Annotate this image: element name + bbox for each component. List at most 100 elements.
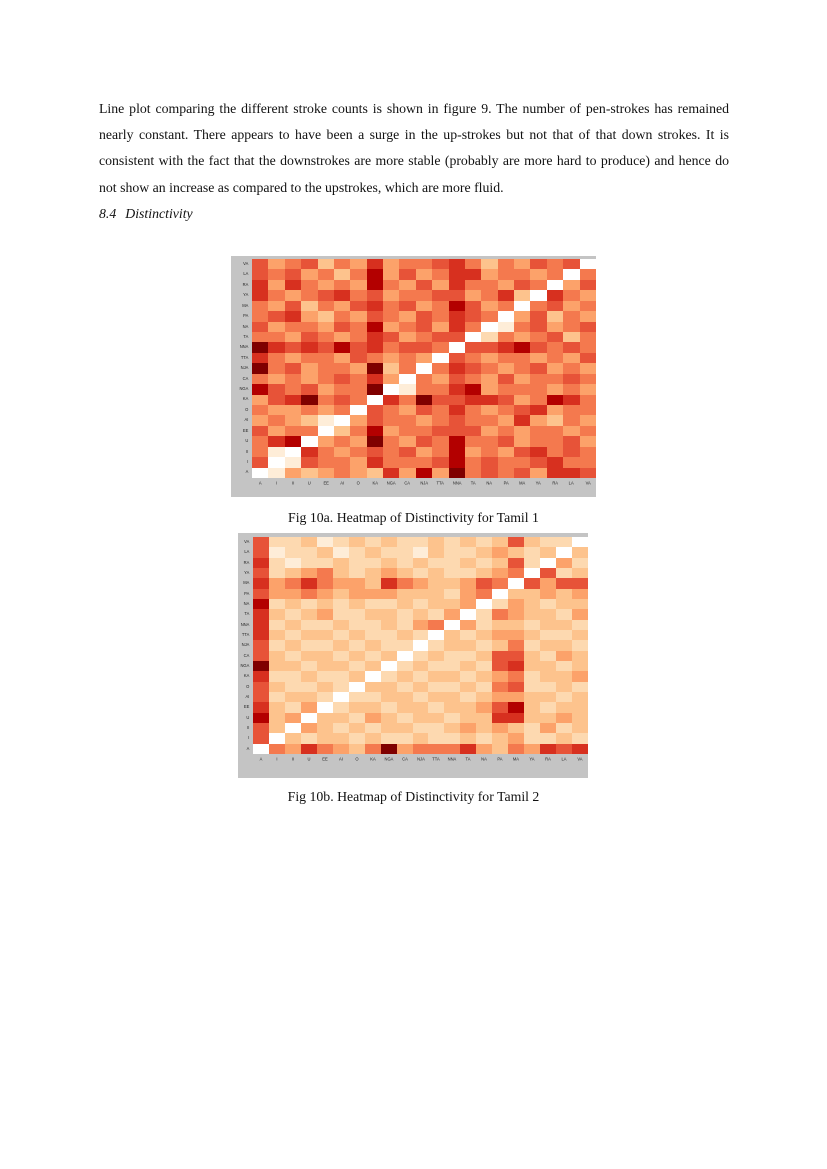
heatmap-cell	[572, 537, 588, 548]
x-tick-label: LA	[568, 481, 574, 487]
heatmap-cell	[556, 598, 573, 610]
heatmap-cell	[332, 660, 349, 672]
heatmap-cell	[481, 446, 498, 458]
x-tick-label: NJA	[420, 481, 428, 487]
body-paragraph: Line plot comparing the different stroke…	[99, 101, 729, 195]
heatmap-cell	[563, 332, 580, 343]
heatmap-cell	[556, 733, 573, 744]
heatmap-cell	[317, 279, 334, 291]
heatmap-cell	[481, 311, 498, 322]
heatmap-cell	[540, 743, 557, 754]
heatmap-cell	[448, 394, 465, 405]
heatmap-cell	[514, 457, 531, 468]
heatmap-cell	[412, 733, 429, 744]
heatmap-cell	[563, 457, 580, 468]
heatmap-cell	[572, 702, 588, 713]
heatmap-cell	[350, 300, 367, 312]
heatmap-cell	[579, 300, 596, 312]
heatmap-cell	[364, 681, 381, 692]
heatmap-cell	[317, 290, 334, 301]
heatmap-cell	[444, 640, 461, 651]
heatmap-cell	[476, 598, 493, 610]
heatmap-cell	[396, 567, 413, 579]
heatmap-cell	[252, 467, 269, 478]
heatmap-cell	[481, 269, 498, 280]
heatmap-cell	[524, 660, 541, 672]
heatmap-cell	[508, 557, 525, 568]
heatmap-cell	[579, 321, 596, 332]
y-tick-label: EE	[243, 704, 250, 710]
x-tick-label: MA	[513, 757, 520, 763]
heatmap-cell	[317, 373, 334, 385]
heatmap-cell	[366, 436, 384, 447]
heatmap-cell	[476, 691, 493, 703]
heatmap-cell	[508, 702, 525, 713]
heatmap-cell	[508, 567, 525, 579]
heatmap-cell	[412, 567, 429, 579]
heatmap-cell	[412, 681, 429, 692]
heatmap-cell	[301, 259, 318, 270]
heatmap-cell	[530, 467, 547, 478]
heatmap-cell	[383, 457, 400, 468]
heatmap-cell	[572, 712, 588, 723]
heatmap-cell	[444, 578, 461, 589]
heatmap-cell	[476, 578, 493, 589]
heatmap-cell	[481, 300, 498, 312]
x-tick-label: NGA	[384, 757, 394, 763]
heatmap-cell	[415, 415, 433, 426]
heatmap-cell	[253, 619, 269, 630]
heatmap-cell	[300, 588, 317, 599]
x-tick-label: II	[291, 481, 295, 487]
heatmap-cell	[252, 352, 269, 364]
heatmap-cell	[432, 290, 449, 301]
heatmap-cell	[444, 691, 461, 703]
heatmap-cell	[399, 290, 416, 301]
heatmap-cell	[332, 681, 349, 692]
heatmap-cell	[380, 691, 397, 703]
heatmap-cell	[464, 363, 482, 374]
x-tick-label: RA	[552, 481, 558, 487]
heatmap-cell	[316, 660, 333, 672]
heatmap-cell	[316, 588, 333, 599]
heatmap-cell	[284, 269, 302, 280]
heatmap-cell	[546, 446, 564, 458]
heatmap-cell	[572, 567, 588, 579]
x-tick-label: U	[307, 481, 311, 487]
heatmap-cell	[524, 743, 541, 754]
heatmap-cell	[572, 609, 588, 620]
heatmap-cell	[444, 537, 461, 548]
heatmap-cell	[579, 352, 596, 364]
heatmap-cell	[563, 446, 580, 458]
heatmap-cell	[415, 394, 433, 405]
heatmap-cell	[448, 311, 465, 322]
heatmap-cell	[412, 609, 429, 620]
heatmap-cell	[396, 671, 413, 682]
heatmap-cell	[253, 712, 269, 723]
heatmap-cell	[524, 722, 541, 734]
heatmap-cell	[301, 279, 318, 291]
heatmap-cell	[350, 259, 367, 270]
heatmap-cell	[556, 609, 573, 620]
heatmap-cell	[268, 363, 285, 374]
heatmap-cell	[546, 352, 564, 364]
heatmap-cell	[399, 436, 416, 447]
heatmap-cell	[268, 446, 285, 458]
heatmap-cell	[252, 446, 269, 458]
heatmap-cell	[508, 650, 525, 661]
heatmap-cell	[563, 405, 580, 416]
heatmap-cell	[579, 279, 596, 291]
heatmap-cell	[268, 640, 285, 651]
heatmap-cell	[460, 640, 477, 651]
heatmap-cell	[464, 279, 482, 291]
heatmap-cell	[563, 279, 580, 291]
heatmap-cell	[383, 290, 400, 301]
heatmap-cell	[481, 405, 498, 416]
heatmap-cell	[415, 311, 433, 322]
heatmap-cell	[481, 342, 498, 353]
heatmap-cell	[333, 373, 351, 385]
heatmap-cell	[333, 321, 351, 332]
heatmap-cell	[284, 640, 301, 651]
heatmap-cell	[572, 578, 588, 589]
heatmap-cell	[284, 598, 301, 610]
